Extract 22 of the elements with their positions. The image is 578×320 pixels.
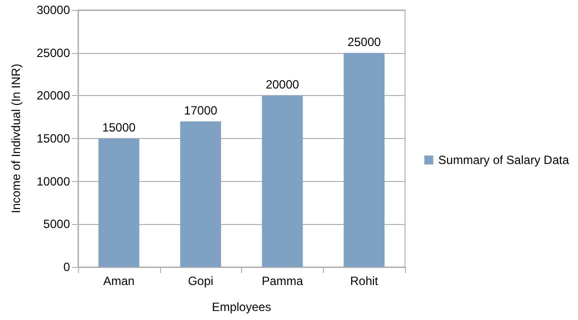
legend-label: Summary of Salary Data xyxy=(438,153,570,167)
y-tick-label: 25000 xyxy=(36,46,70,60)
data-label: 25000 xyxy=(347,34,382,49)
data-label: 15000 xyxy=(102,120,136,134)
y-tick-label: 0 xyxy=(63,260,70,274)
bar xyxy=(344,52,385,267)
y-tick-label: 20000 xyxy=(36,88,70,103)
x-tick-label: Rohit xyxy=(350,274,379,288)
x-tick-label: Aman xyxy=(103,274,135,288)
y-axis-title: Income of Indivdual (In INR) xyxy=(9,64,23,214)
x-tick-label: Gopi xyxy=(188,274,214,288)
x-axis-title: Employees xyxy=(212,300,272,314)
bar xyxy=(262,96,303,267)
bar xyxy=(98,138,140,267)
bar xyxy=(180,121,222,267)
y-tick-label: 5000 xyxy=(43,217,70,232)
y-tick-label: 10000 xyxy=(36,174,70,188)
data-label: 20000 xyxy=(266,78,300,92)
y-tick-label: 30000 xyxy=(36,3,70,17)
x-tick-label: Pamma xyxy=(262,274,304,288)
y-tick-label: 15000 xyxy=(36,132,70,146)
data-label: 17000 xyxy=(184,103,218,118)
